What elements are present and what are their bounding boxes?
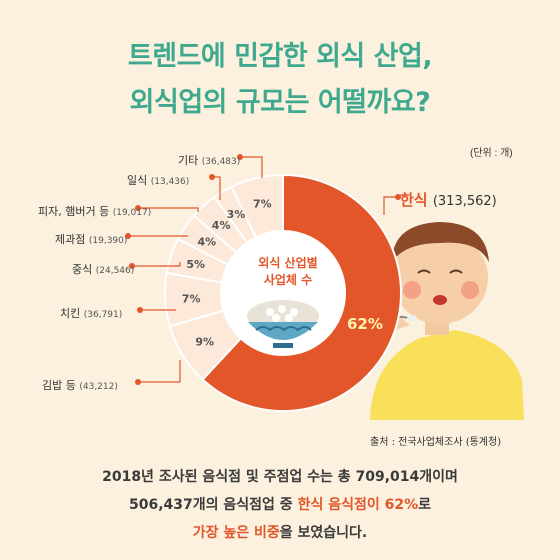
label-jungsik-count: (24,546): [95, 266, 135, 276]
description-line-3: 가장 높은 비중을 보였습니다.: [0, 522, 560, 542]
label-gimbap: 김밥 등 (43,212): [42, 377, 118, 393]
leader-dot-6: [209, 174, 215, 180]
label-gita-name: 기타: [178, 154, 199, 167]
center-title-line-2: 사업체 수: [263, 273, 313, 287]
title-line-1: 트렌드에 민감한 외식 산업,: [127, 41, 433, 72]
description-line-2-part-b: 로: [418, 497, 431, 513]
label-bakery: 제과점 (19,390): [55, 231, 127, 247]
description-line-2-part-a: 506,437개의 음식점업 중: [129, 497, 298, 513]
leader-line-5: [138, 207, 199, 212]
label-hansik: 한식 (313,562): [400, 189, 497, 210]
leader-dot-7: [237, 154, 243, 160]
percent-label-6: 3%: [227, 208, 246, 221]
label-pizza-name: 피자, 햄버거 등: [38, 205, 110, 218]
label-chicken-count: (36,791): [83, 310, 123, 320]
label-bakery-count: (19,390): [88, 236, 128, 246]
description-line-2: 506,437개의 음식점업 중 한식 음식점이 62%로: [0, 494, 560, 514]
percent-label-2: 7%: [182, 292, 201, 305]
leader-dot-1: [135, 379, 141, 385]
person-illustration: [370, 222, 524, 420]
pie-chart: 62%9%7%5%4%4%3%7%: [125, 154, 524, 420]
label-pizza: 피자, 햄버거 등 (19,017): [38, 203, 151, 219]
percent-label-4: 4%: [197, 235, 216, 248]
percent-label-1: 9%: [195, 335, 214, 348]
percent-label-3: 5%: [186, 258, 205, 271]
label-jungsik-name: 중식: [72, 263, 93, 276]
leader-dot-3: [129, 263, 135, 269]
leader-dot-0: [395, 194, 401, 200]
leader-dot-4: [125, 233, 131, 239]
leader-line-0: [383, 196, 398, 215]
label-gita: 기타 (36,483): [178, 152, 240, 168]
description-highlight-share: 가장 높은 비중: [192, 525, 280, 541]
center-title-line-1: 외식 산업별: [258, 256, 318, 270]
label-ilsik-count: (13,436): [150, 177, 190, 187]
label-jungsik: 중식 (24,546): [72, 261, 134, 277]
description-line-1: 2018년 조사된 음식점 및 주점업 수는 총 709,014개이며: [102, 469, 458, 485]
leader-line-1: [138, 360, 181, 383]
leader-dot-5: [135, 205, 141, 211]
percent-label-7: 7%: [253, 197, 272, 210]
leader-lines: [125, 154, 401, 385]
title-line-2: 외식업의 규모는 어떨까요?: [129, 87, 431, 118]
label-gimbap-count: (43,212): [79, 382, 118, 392]
label-ilsik-name: 일식: [127, 174, 148, 187]
label-chicken-name: 치킨: [60, 307, 81, 320]
leader-line-7: [240, 156, 263, 178]
unit-note: (단위 : 개): [470, 148, 513, 159]
label-hansik-count: (313,562): [432, 194, 497, 209]
percent-labels: 62%9%7%5%4%4%3%7%: [182, 197, 383, 348]
percent-label-0: 62%: [347, 315, 383, 333]
leader-dot-2: [137, 307, 143, 313]
rice-bowl-icon: [247, 300, 319, 348]
source-note: 출처 : 전국사업체조사 (통계청): [370, 437, 502, 448]
label-ilsik: 일식 (13,436): [127, 172, 189, 188]
label-gimbap-name: 김밥 등: [42, 379, 76, 392]
percent-label-5: 4%: [212, 219, 231, 232]
label-gita-count: (36,483): [201, 157, 241, 167]
center-title: 외식 산업별 사업체 수: [238, 255, 338, 289]
description-line-3-part-b: 을 보였습니다.: [279, 525, 368, 541]
label-hansik-name: 한식: [400, 191, 428, 209]
label-bakery-name: 제과점: [55, 233, 86, 246]
leader-line-3: [132, 262, 181, 267]
label-pizza-count: (19,017): [112, 208, 152, 218]
description-highlight-hansik: 한식 음식점이 62%: [297, 497, 419, 513]
label-chicken: 치킨 (36,791): [60, 305, 122, 321]
